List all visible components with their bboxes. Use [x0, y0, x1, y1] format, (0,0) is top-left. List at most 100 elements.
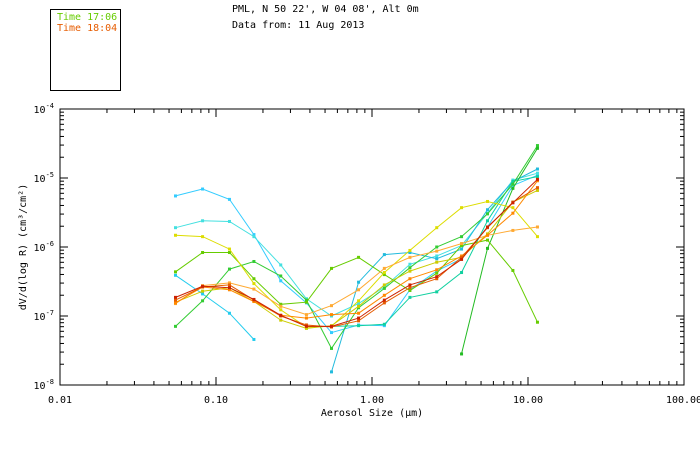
- legend-box: Time 17:06 Time 18:04: [50, 9, 121, 91]
- plot-frame: [59, 108, 685, 386]
- series-line: [175, 145, 538, 350]
- chart-title: PML, N 50 22', W 04 08', Alt 0m: [232, 4, 419, 15]
- data-point: [304, 313, 308, 317]
- data-point: [201, 187, 205, 191]
- data-point: [357, 319, 361, 323]
- data-point: [227, 288, 231, 292]
- data-point: [252, 282, 256, 286]
- data-point: [485, 199, 489, 203]
- data-point: [535, 171, 539, 175]
- data-point: [201, 219, 205, 223]
- data-point: [511, 179, 515, 183]
- data-point: [252, 277, 256, 281]
- x-tick-label: 10.00: [513, 395, 543, 406]
- data-point: [173, 298, 177, 302]
- data-point: [201, 292, 205, 296]
- x-tick-label: 100.00: [666, 395, 700, 406]
- data-point: [408, 262, 412, 266]
- data-point: [511, 228, 515, 232]
- data-point: [201, 284, 205, 288]
- data-point: [357, 304, 361, 308]
- data-point: [408, 255, 412, 259]
- data-point: [304, 300, 308, 304]
- data-point: [382, 283, 386, 287]
- data-point: [435, 257, 439, 261]
- series-yellow-1: [173, 199, 539, 329]
- data-point: [304, 324, 308, 328]
- data-point: [227, 267, 231, 271]
- series-line: [175, 189, 538, 329]
- data-point: [535, 177, 539, 181]
- data-point: [485, 246, 489, 250]
- date-label: Data from: 11 Aug 2013: [232, 20, 365, 31]
- data-point: [382, 253, 386, 257]
- legend-entry-2: Time 18:04: [57, 23, 118, 34]
- data-point: [535, 225, 539, 229]
- data-point: [435, 249, 439, 253]
- data-point: [252, 233, 256, 237]
- data-point: [485, 219, 489, 223]
- data-point: [227, 219, 231, 223]
- data-point: [357, 280, 361, 284]
- data-point: [201, 251, 205, 255]
- data-point: [535, 186, 539, 190]
- data-point: [435, 290, 439, 294]
- data-point: [357, 324, 361, 328]
- data-point: [279, 302, 283, 306]
- data-point: [460, 257, 464, 261]
- data-point: [408, 277, 412, 281]
- data-point: [408, 269, 412, 273]
- data-point: [485, 225, 489, 229]
- data-point: [227, 251, 231, 255]
- data-point: [435, 271, 439, 275]
- data-point: [357, 255, 361, 259]
- series-cyan-2: [173, 171, 539, 318]
- data-point: [435, 268, 439, 272]
- x-tick-label: 0.01: [48, 395, 72, 406]
- y-tick-label: 10-4: [34, 102, 54, 116]
- data-point: [511, 201, 515, 205]
- data-point: [460, 242, 464, 246]
- data-point: [382, 298, 386, 302]
- series-red-orange: [173, 186, 539, 329]
- data-point: [382, 293, 386, 297]
- data-point: [435, 245, 439, 249]
- data-point: [329, 346, 333, 350]
- data-point: [460, 244, 464, 248]
- data-point: [460, 206, 464, 210]
- data-point: [382, 271, 386, 275]
- data-point: [252, 337, 256, 341]
- data-point: [357, 288, 361, 292]
- data-point: [252, 297, 256, 301]
- data-point: [357, 302, 361, 306]
- x-tick-label: 0.10: [204, 395, 228, 406]
- data-point: [535, 167, 539, 171]
- data-point: [535, 175, 539, 179]
- data-point: [435, 226, 439, 230]
- data-point: [408, 248, 412, 252]
- data-point: [173, 226, 177, 230]
- data-point: [252, 259, 256, 263]
- data-point: [279, 318, 283, 322]
- data-point: [252, 287, 256, 291]
- data-point: [535, 235, 539, 239]
- data-point: [173, 233, 177, 237]
- data-point: [357, 316, 361, 320]
- data-point: [173, 301, 177, 305]
- data-point: [408, 266, 412, 270]
- data-point: [173, 194, 177, 198]
- data-point: [435, 275, 439, 279]
- data-point: [279, 304, 283, 308]
- data-point: [460, 255, 464, 259]
- data-point: [408, 295, 412, 299]
- data-point: [460, 352, 464, 356]
- data-point: [511, 206, 515, 210]
- data-point: [435, 254, 439, 258]
- data-point: [535, 144, 539, 148]
- y-tick-label: 10-5: [34, 171, 54, 185]
- data-point: [485, 212, 489, 216]
- series-line: [175, 226, 538, 316]
- data-point: [227, 247, 231, 251]
- data-point: [408, 251, 412, 255]
- data-point: [382, 273, 386, 277]
